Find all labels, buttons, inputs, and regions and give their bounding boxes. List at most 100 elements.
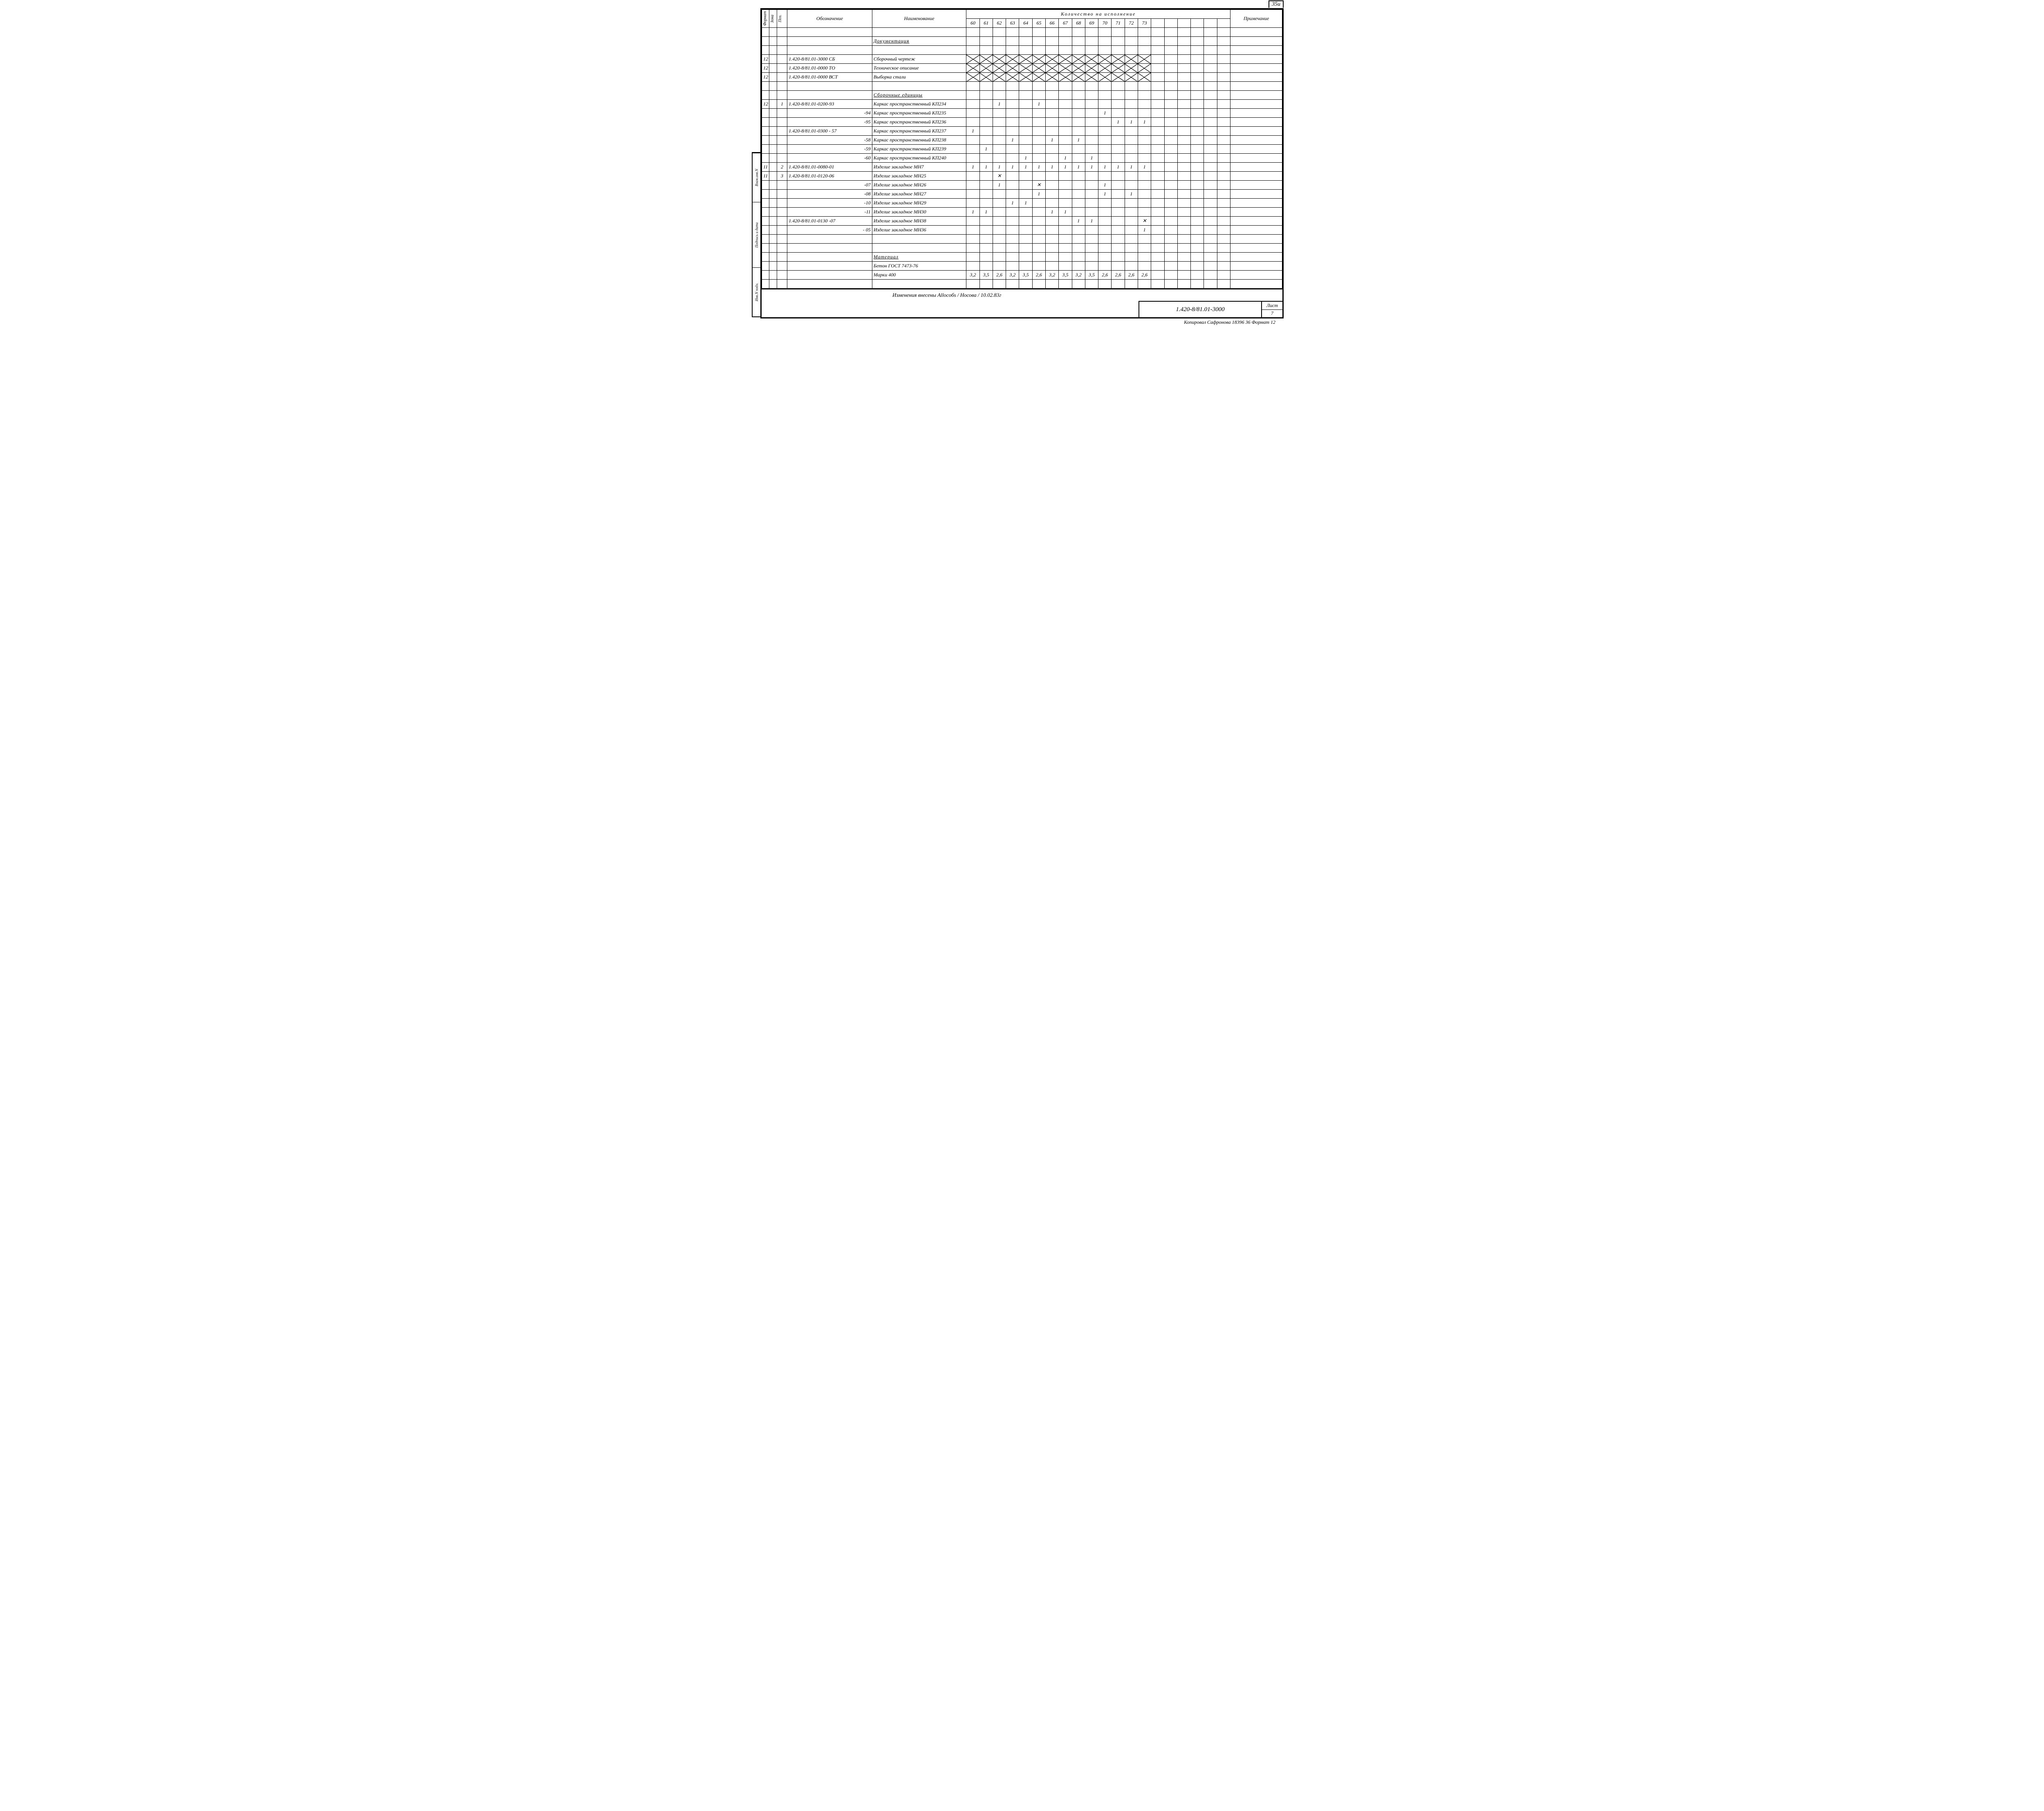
cell	[769, 127, 777, 136]
qty-cell	[1046, 145, 1059, 154]
qty-cell	[1125, 82, 1138, 91]
qty-cell	[1019, 253, 1032, 262]
qty-cell	[1151, 226, 1164, 235]
qty-cell	[1098, 136, 1112, 145]
cell: Каркас пространственный КП234	[872, 100, 966, 109]
qty-cell	[979, 280, 993, 289]
qty-cell	[1164, 127, 1177, 136]
cell	[1230, 172, 1282, 181]
qty-cell	[1006, 46, 1019, 55]
qty-cell	[993, 127, 1006, 136]
qty-cell	[1112, 46, 1125, 55]
cell	[1230, 82, 1282, 91]
cell	[1230, 127, 1282, 136]
qty-cell	[1019, 73, 1032, 82]
qty-cell	[1032, 280, 1045, 289]
qty-cell	[1138, 253, 1151, 262]
footer: Изменения внесены Allocобs / Носова / 10…	[762, 289, 1282, 317]
qty-cell	[1151, 73, 1164, 82]
cell: Изделие закладное МН36	[872, 226, 966, 235]
qty-cell	[979, 46, 993, 55]
cell	[769, 253, 777, 262]
qty-cell	[1112, 262, 1125, 271]
qty-cell	[1019, 28, 1032, 37]
qty-cell	[993, 208, 1006, 217]
qty-col-hdr: 73	[1138, 19, 1151, 28]
qty-cell	[1204, 199, 1217, 208]
qty-cell	[993, 235, 1006, 244]
qty-cell	[1032, 37, 1045, 46]
qty-cell	[1138, 262, 1151, 271]
qty-cell	[1032, 217, 1045, 226]
qty-cell	[1059, 82, 1072, 91]
qty-cell	[1125, 262, 1138, 271]
qty-cell	[1151, 46, 1164, 55]
qty-cell	[1217, 118, 1230, 127]
qty-cell	[1072, 244, 1085, 253]
cell: Каркас пространственный КП239	[872, 145, 966, 154]
qty-cell: 1	[1019, 154, 1032, 163]
table-row: Материал	[762, 253, 1282, 262]
qty-cell	[979, 199, 993, 208]
qty-cell	[1032, 235, 1045, 244]
qty-cell	[1085, 46, 1098, 55]
cell: 12	[762, 55, 769, 64]
qty-cell	[1085, 136, 1098, 145]
qty-cell	[966, 190, 979, 199]
cell	[787, 244, 872, 253]
table-row	[762, 235, 1282, 244]
cell	[769, 136, 777, 145]
qty-cell	[1072, 280, 1085, 289]
cell	[769, 190, 777, 199]
qty-cell	[1217, 208, 1230, 217]
qty-cell	[1006, 100, 1019, 109]
table-row: -94Каркас пространственный КП2351	[762, 109, 1282, 118]
qty-cell	[1006, 235, 1019, 244]
table-row: 1131.420-8/81.01-0120-06Изделие закладно…	[762, 172, 1282, 181]
qty-cell	[979, 262, 993, 271]
qty-cell	[1138, 127, 1151, 136]
table-row: Документация	[762, 37, 1282, 46]
qty-cell	[1177, 73, 1190, 82]
cell	[762, 28, 769, 37]
cell: Техническое описание	[872, 64, 966, 73]
qty-cell	[1164, 136, 1177, 145]
qty-cell	[1138, 172, 1151, 181]
cell	[777, 190, 787, 199]
qty-cell	[1085, 253, 1098, 262]
cell	[762, 190, 769, 199]
qty-cell	[1164, 82, 1177, 91]
table-row	[762, 280, 1282, 289]
qty-cell	[1191, 91, 1204, 100]
cell	[769, 64, 777, 73]
cell	[787, 37, 872, 46]
qty-cell	[1138, 91, 1151, 100]
qty-cell	[979, 64, 993, 73]
qty-cell	[1006, 262, 1019, 271]
qty-cell	[1072, 235, 1085, 244]
qty-cell	[1204, 64, 1217, 73]
cell: -11	[787, 208, 872, 217]
hdr-zone: Зона	[771, 15, 775, 23]
qty-cell	[1006, 145, 1019, 154]
qty-cell	[1112, 280, 1125, 289]
qty-cell	[1019, 127, 1032, 136]
qty-cell	[1151, 181, 1164, 190]
qty-cell	[1072, 82, 1085, 91]
qty-cell	[979, 217, 993, 226]
cell	[1230, 28, 1282, 37]
qty-cell	[1059, 235, 1072, 244]
qty-cell	[1006, 118, 1019, 127]
qty-cell	[1138, 109, 1151, 118]
qty-cell	[1019, 226, 1032, 235]
qty-cell	[1204, 55, 1217, 64]
qty-cell	[1151, 280, 1164, 289]
qty-cell	[1164, 226, 1177, 235]
cell: Изделие закладное МН30	[872, 208, 966, 217]
qty-cell: 1	[1085, 163, 1098, 172]
qty-cell	[1059, 136, 1072, 145]
qty-cell	[1164, 154, 1177, 163]
qty-cell: 1	[966, 127, 979, 136]
qty-cell	[1191, 64, 1204, 73]
qty-cell	[1046, 262, 1059, 271]
